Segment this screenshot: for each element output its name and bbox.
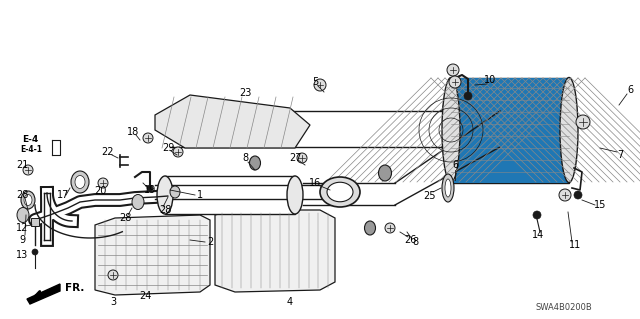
Text: 8: 8 [412,237,418,247]
Bar [165,176,295,214]
Text: 4: 4 [287,297,293,307]
Text: 13: 13 [16,250,28,260]
Text: 28: 28 [119,213,131,223]
Text: 6: 6 [452,160,458,170]
Circle shape [574,191,582,199]
Text: FR.: FR. [65,283,84,293]
Polygon shape [155,95,310,148]
Ellipse shape [75,175,85,189]
Text: 21: 21 [16,160,28,170]
Circle shape [385,223,395,233]
Text: 28: 28 [159,205,171,215]
Ellipse shape [132,195,144,210]
Text: 12: 12 [16,223,28,233]
Text: SWA4B0200B: SWA4B0200B [535,303,592,313]
Text: 23: 23 [239,88,251,98]
Polygon shape [95,215,210,295]
Text: 8: 8 [242,153,248,163]
Ellipse shape [250,156,260,170]
Text: 1: 1 [197,190,203,200]
Text: 9: 9 [19,235,25,245]
Bar [451,78,569,183]
Text: 18: 18 [127,127,139,137]
Ellipse shape [21,191,35,209]
Text: 14: 14 [532,230,544,240]
Ellipse shape [157,176,173,214]
Text: 10: 10 [484,75,496,85]
Circle shape [297,153,307,163]
Circle shape [464,92,472,100]
Text: 28: 28 [16,190,28,200]
Ellipse shape [17,207,29,222]
Text: 24: 24 [139,291,151,301]
Text: 29: 29 [162,143,174,153]
Ellipse shape [365,221,376,235]
Circle shape [98,178,108,188]
Text: 17: 17 [57,190,69,200]
Polygon shape [215,210,335,292]
Circle shape [576,115,590,129]
Text: 2: 2 [207,237,213,247]
Ellipse shape [320,177,360,207]
Ellipse shape [442,78,460,182]
Text: 27: 27 [289,153,301,163]
Ellipse shape [170,186,180,198]
Ellipse shape [287,176,303,214]
Text: 16: 16 [309,178,321,188]
Circle shape [32,249,38,255]
Ellipse shape [24,195,32,205]
Circle shape [23,165,33,175]
Text: 11: 11 [569,240,581,250]
Text: 20: 20 [94,186,106,196]
Text: 6: 6 [627,85,633,95]
Text: 26: 26 [404,235,416,245]
Ellipse shape [445,179,451,197]
Text: 22: 22 [102,147,115,157]
Ellipse shape [560,78,578,182]
Bar [31,218,39,226]
Circle shape [108,270,118,280]
Circle shape [147,185,153,191]
Ellipse shape [71,171,89,193]
Text: 15: 15 [594,200,606,210]
Circle shape [447,64,459,76]
Text: 19: 19 [144,185,156,195]
Ellipse shape [327,182,353,202]
Circle shape [449,76,461,88]
Text: 5: 5 [312,77,318,87]
Ellipse shape [442,174,454,202]
Polygon shape [27,284,60,304]
Text: 3: 3 [110,297,116,307]
Circle shape [143,133,153,143]
Circle shape [559,189,571,201]
Text: E-4: E-4 [22,135,38,144]
Text: 25: 25 [424,191,436,201]
Circle shape [314,79,326,91]
Circle shape [533,211,541,219]
Ellipse shape [378,165,392,181]
Text: E-4-1: E-4-1 [20,145,42,154]
Bar [451,78,569,183]
Text: 7: 7 [617,150,623,160]
Circle shape [173,147,183,157]
